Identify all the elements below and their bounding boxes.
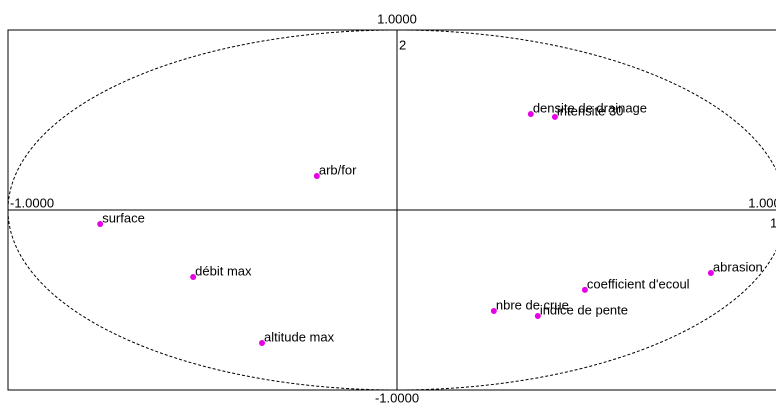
point xyxy=(97,221,104,228)
point-label: intensite 30 xyxy=(557,103,624,118)
point xyxy=(551,113,558,120)
point-label: abrasion xyxy=(713,259,763,274)
point xyxy=(490,307,497,314)
point xyxy=(259,340,266,347)
point xyxy=(313,172,320,179)
point-label: coefficient d'ecoul xyxy=(587,276,690,291)
point-label: altitude max xyxy=(264,329,335,344)
x-tick-label: 1.0000 xyxy=(748,195,776,210)
point-label: nbre de crue xyxy=(496,297,569,312)
point-label: indice de pente xyxy=(540,302,628,317)
y-tick-label: -1.0000 xyxy=(375,390,419,405)
x-tick-label: -1.0000 xyxy=(10,195,54,210)
point-label: arb/for xyxy=(319,162,357,177)
point xyxy=(527,111,534,118)
y-tick-label: 1.0000 xyxy=(377,11,417,26)
y-axis-label: 2 xyxy=(399,37,406,52)
point-label: densite de drainage xyxy=(533,100,647,115)
point xyxy=(581,286,588,293)
x-axis-label: 1 xyxy=(770,215,776,230)
point xyxy=(707,270,714,276)
point xyxy=(190,273,197,280)
point-label: débit max xyxy=(195,263,252,278)
point-label: surface xyxy=(102,210,145,225)
point xyxy=(534,313,541,320)
